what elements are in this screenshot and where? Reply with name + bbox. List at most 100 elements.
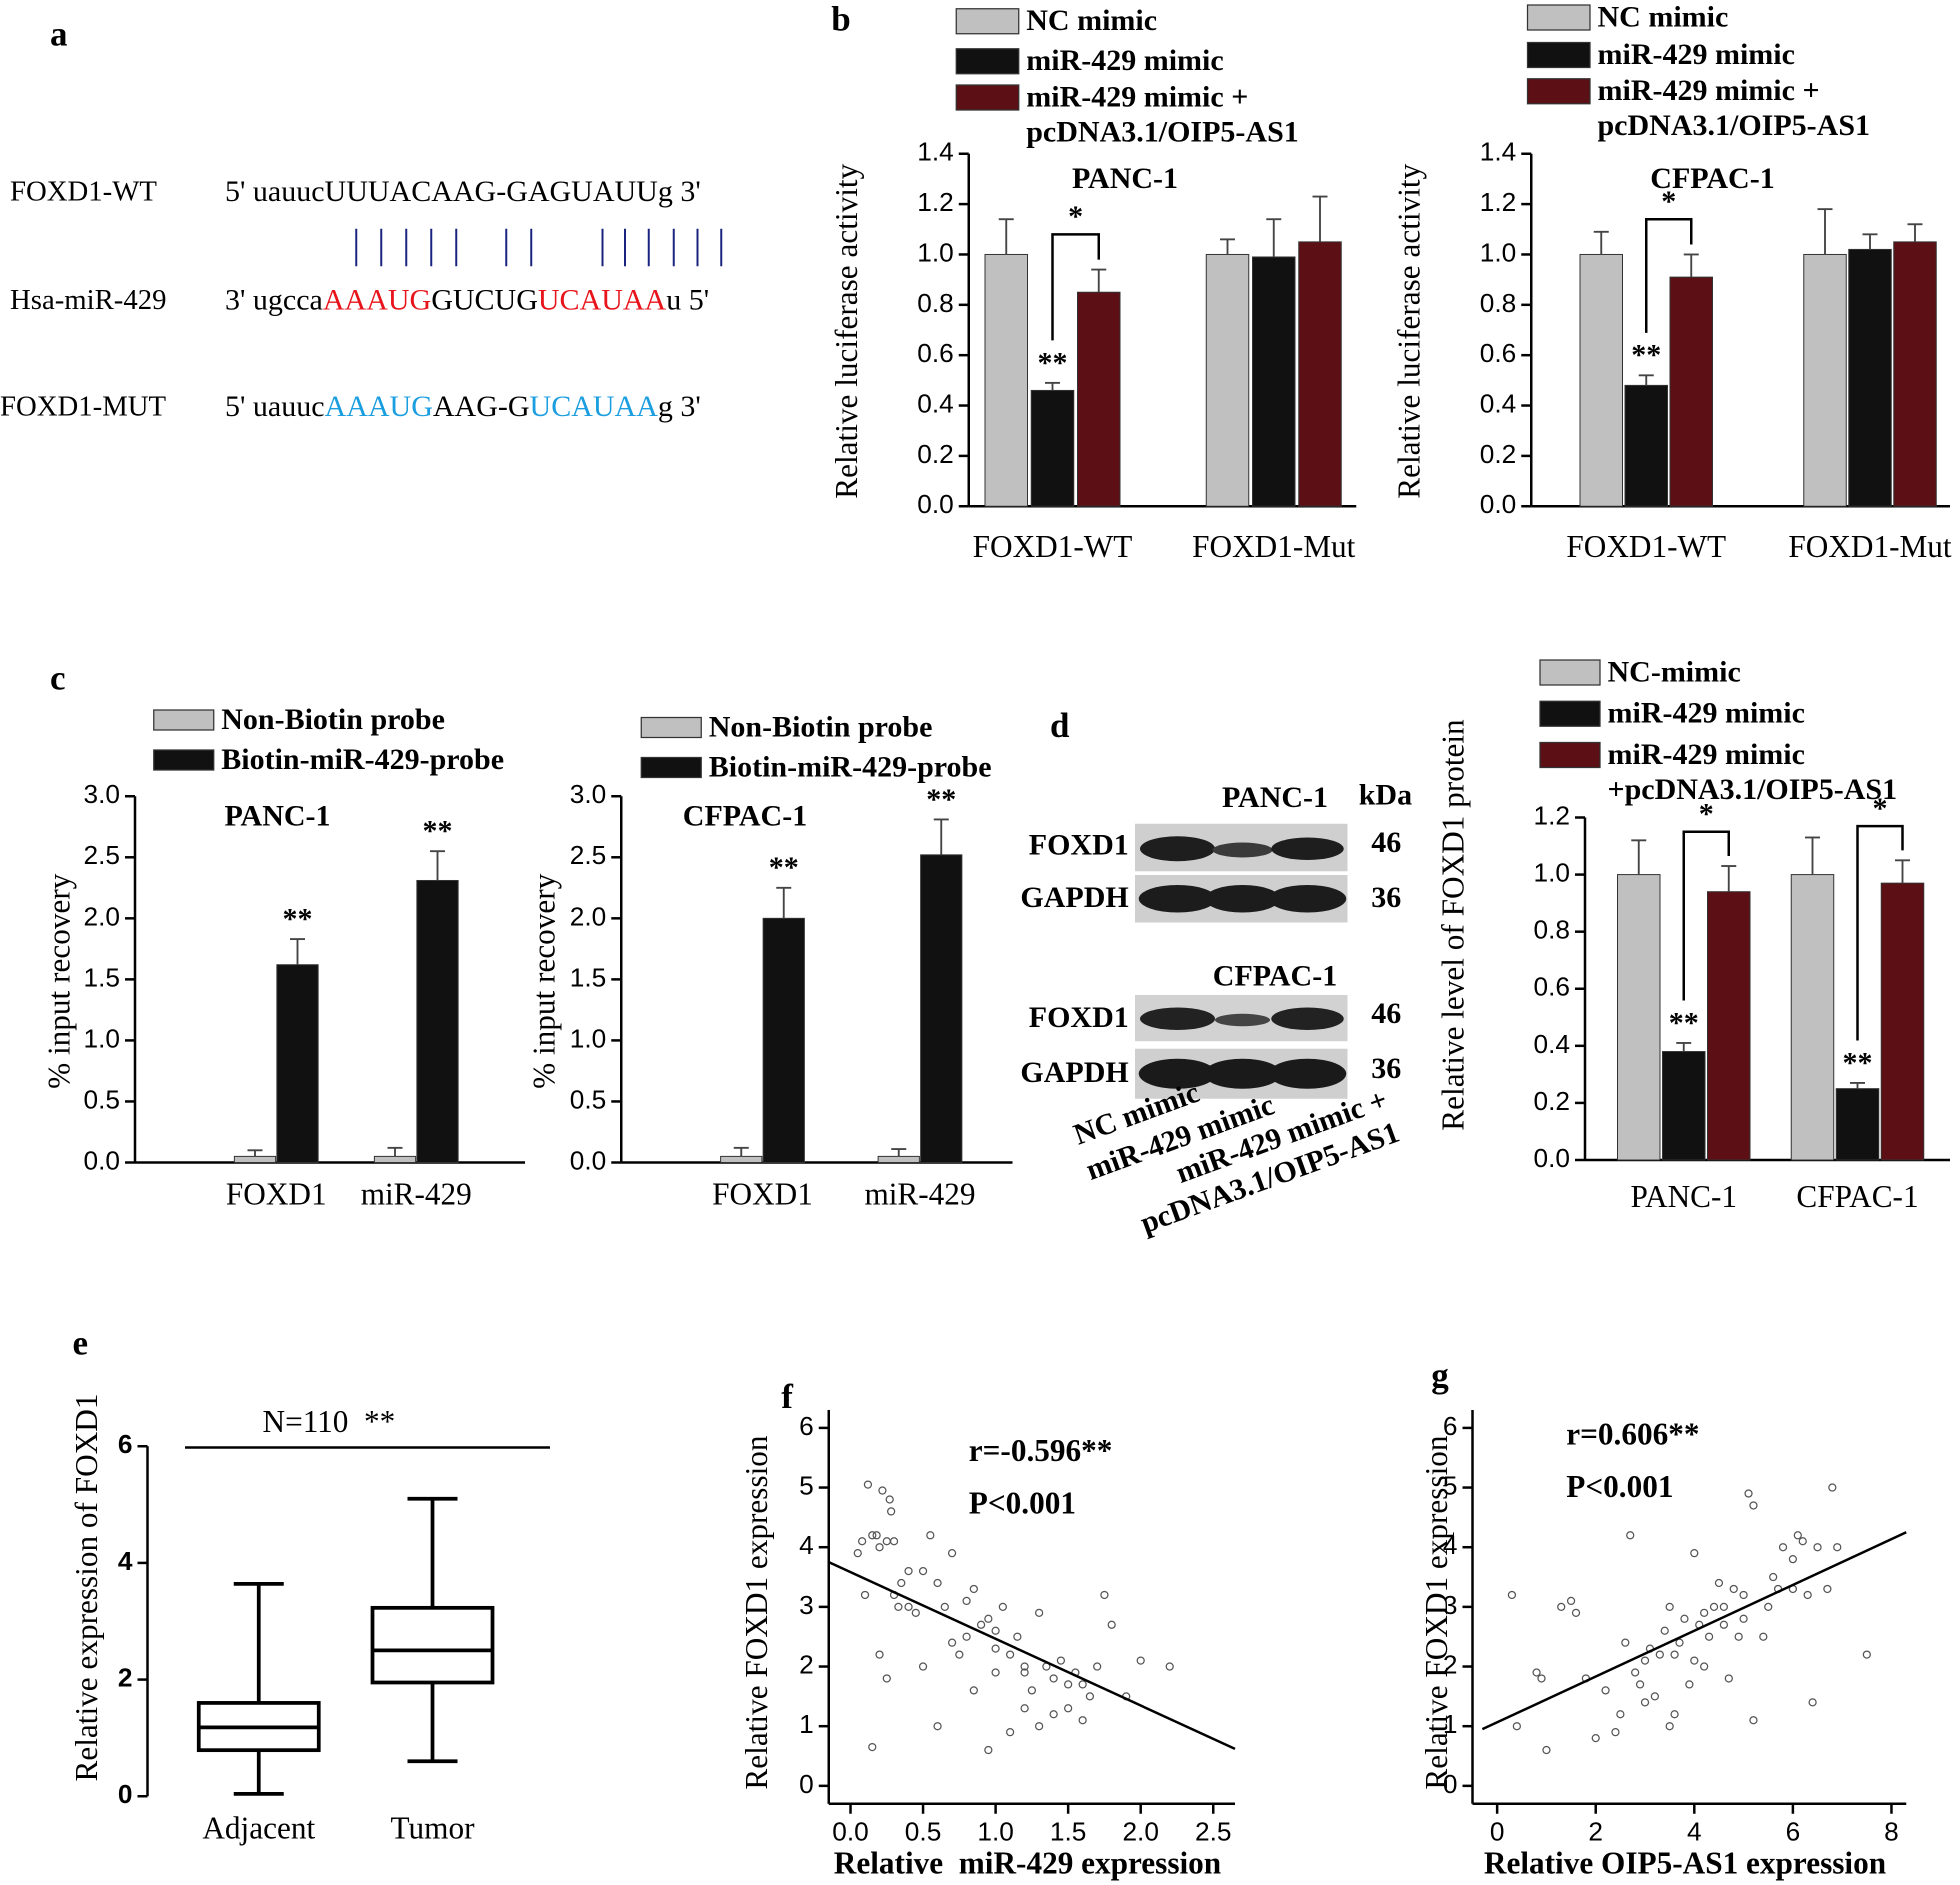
y-tick-label: 5 [799, 1470, 814, 1500]
y-axis-label: Relative level of FOXD1 protein [1435, 719, 1470, 1131]
y-tick-label: 0.6 [1534, 972, 1571, 1002]
kda-label: 46 [1371, 826, 1401, 859]
point [1005, 1728, 1015, 1737]
point [933, 1578, 942, 1588]
legend-label: miR-429 mimic +pcDNA3.1/OIP5-AS1 [1607, 738, 1898, 807]
point [1700, 1608, 1709, 1617]
point [1808, 1698, 1817, 1707]
y-axis-label: % input recovery [527, 873, 562, 1089]
sequence-label: FOXD1-WT [10, 175, 157, 207]
bar [1893, 241, 1937, 507]
significance: * [1699, 798, 1714, 831]
point [1724, 1674, 1733, 1683]
point [1093, 1662, 1102, 1671]
sequence-label: FOXD1-MUT [0, 390, 167, 422]
point [1049, 1710, 1058, 1719]
sequence: 5' uauucAAAUGAAG-GUCAUAAg 3' [225, 390, 701, 423]
bar [920, 854, 963, 1163]
point [1675, 1638, 1684, 1647]
point [933, 1722, 942, 1731]
y-tick-label: 0 [799, 1769, 814, 1799]
x-tick-label: miR-429 [361, 1177, 472, 1212]
bracket [1051, 233, 1100, 341]
point [1719, 1602, 1729, 1611]
legend-label-box: miR-429 mimic +pcDNA3.1/OIP5-AS1 [1607, 738, 1898, 807]
point [860, 1590, 870, 1600]
y-tick-label: 0 [118, 1779, 133, 1809]
point [1626, 1531, 1635, 1540]
point [1035, 1608, 1044, 1617]
x-tick-label: PANC-1 [1630, 1179, 1737, 1214]
significance: * [1873, 792, 1888, 825]
significance: ** [1669, 1006, 1699, 1039]
point [1690, 1549, 1699, 1558]
legend-label-box: NC mimic [1598, 1, 1729, 34]
chart-title: PANC-1 [224, 800, 330, 833]
point [1734, 1632, 1743, 1641]
band [1205, 885, 1280, 913]
bar [1835, 1088, 1880, 1161]
western-blot: PANC-1 kDa FOXD1 46 GAPDH 36 CFPAC-1 FOX… [1020, 778, 1412, 1099]
legend-swatch [955, 48, 1020, 75]
point [1100, 1590, 1109, 1600]
y-tick-label: 0.0 [84, 1145, 121, 1175]
sequence-segment: AAAUG [323, 283, 431, 316]
point [894, 1602, 903, 1611]
point [1803, 1590, 1812, 1600]
y-tick-label: 1.4 [1480, 137, 1517, 167]
sequence-segment: AAG-G [433, 390, 530, 423]
y-axis-label: Relative FOXD1 expression [739, 1435, 774, 1789]
y-tick-label: 2.0 [570, 901, 607, 931]
legend-swatch [1526, 4, 1591, 31]
x-tick-label: Adjacent [202, 1810, 315, 1845]
band [1271, 837, 1344, 860]
kda-label: 46 [1371, 997, 1401, 1030]
y-tick-label: 2 [1443, 1649, 1458, 1679]
point [1611, 1728, 1620, 1737]
point [991, 1644, 1000, 1653]
y-axis-label: Relative FOXD1 expression [1419, 1435, 1454, 1789]
kda-label: 36 [1371, 1052, 1401, 1085]
panel-label: b [831, 0, 850, 39]
point [1680, 1614, 1689, 1623]
y-tick-label: 1.0 [84, 1023, 121, 1053]
x-tick-label: 2 [1588, 1817, 1603, 1847]
point [1107, 1620, 1116, 1629]
band [1203, 1058, 1282, 1089]
y-tick-label: 1.4 [917, 137, 954, 167]
band [1268, 885, 1347, 913]
base-pairs [355, 228, 723, 267]
point [885, 1495, 894, 1504]
y-tick-label: 0.4 [917, 388, 954, 418]
point [1690, 1656, 1699, 1665]
annotation: N=110 ** [263, 1404, 396, 1439]
bar [276, 964, 319, 1164]
y-tick-label: 1 [1443, 1709, 1458, 1739]
bracket [1682, 830, 1730, 1001]
band [1140, 1007, 1215, 1030]
point [1769, 1572, 1778, 1582]
y-tick-label: 2.5 [84, 840, 121, 870]
legend-swatch [1539, 741, 1601, 769]
chart-title: PANC-1 [1072, 162, 1178, 195]
legend-label: miR-429 mimic [1597, 38, 1795, 72]
panel-label: g [1431, 1356, 1449, 1395]
point [1056, 1656, 1066, 1665]
point [1064, 1680, 1073, 1689]
point [1591, 1733, 1600, 1743]
legend-swatch [640, 756, 702, 779]
point [1704, 1632, 1714, 1641]
y-tick-label: 0.4 [1480, 388, 1517, 418]
point [857, 1537, 867, 1546]
point [887, 1507, 896, 1516]
x-tick-label: CFPAC-1 [1796, 1179, 1918, 1214]
band [1138, 1058, 1217, 1089]
point [1165, 1662, 1174, 1671]
bar [1205, 253, 1250, 507]
y-tick-label: 2.5 [570, 840, 607, 870]
bar [233, 1155, 277, 1163]
bar [1252, 256, 1296, 507]
point [1064, 1704, 1073, 1713]
sequence-segment: UCAUAA [538, 283, 667, 316]
